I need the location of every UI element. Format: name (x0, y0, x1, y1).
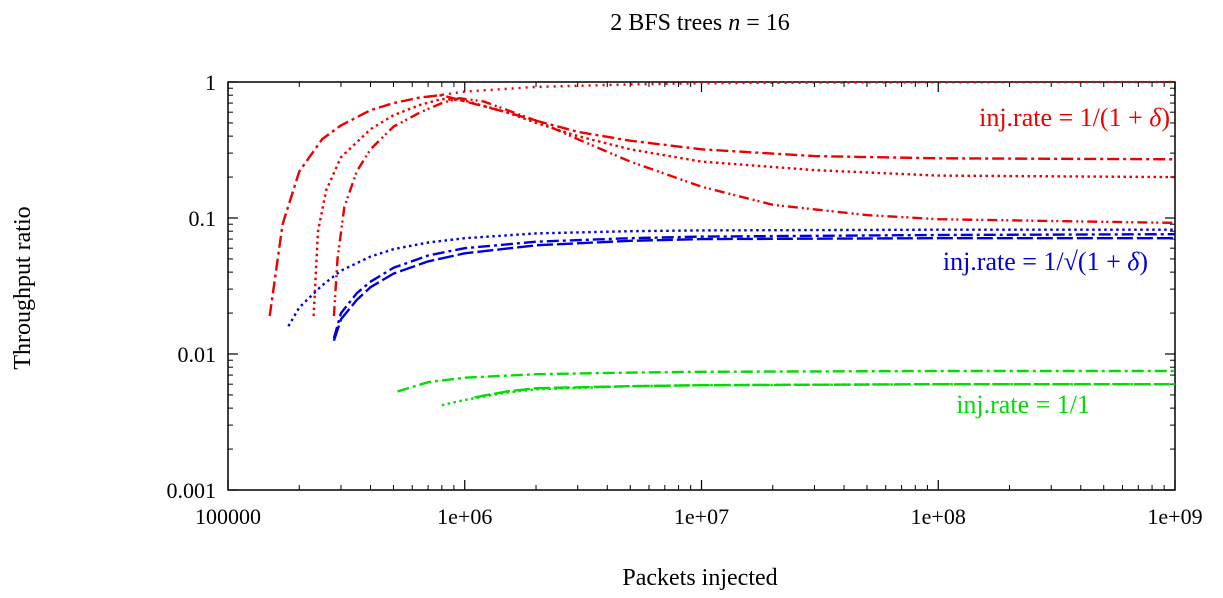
axis-ticks: 100000 1e+06 1e+07 1e+08 1e+09 0.001 0.01 0.1 1 (167, 70, 1203, 529)
series-line-blue-4 (287, 228, 1175, 327)
y-tick-label: 0.01 (178, 342, 217, 367)
chart-title: 2 BFS trees n = 16 (610, 10, 790, 36)
series-line-blue-5 (332, 233, 1176, 339)
series-line-red-2 (332, 97, 1176, 317)
annotations: inj.rate = 1/(1 + δ) inj.rate = 1/√(1 + δ… (943, 103, 1170, 419)
x-tick-label: 100000 (195, 504, 261, 529)
plot-area-frame (227, 81, 1176, 491)
x-axis-label: Packets injected (622, 565, 777, 591)
series-line-red-3 (427, 80, 1176, 98)
annotation-red: inj.rate = 1/(1 + δ) (979, 103, 1170, 132)
data-series (268, 80, 1176, 407)
series-line-green-8 (441, 383, 1175, 407)
series-line-blue-6 (332, 237, 1175, 342)
annotation-blue: inj.rate = 1/√(1 + δ) (943, 247, 1148, 276)
y-tick-label: 0.1 (189, 206, 217, 231)
annotation-green: inj.rate = 1/1 (956, 390, 1090, 419)
x-tick-label: 1e+08 (911, 504, 966, 529)
y-axis-label: Throughput ratio (10, 206, 36, 369)
x-tick-label: 1e+06 (437, 504, 492, 529)
series-line-red-0 (268, 94, 1176, 317)
series-line-green-9 (474, 383, 1175, 399)
x-tick-label: 1e+09 (1147, 504, 1202, 529)
y-tick-label: 1 (205, 70, 216, 95)
series-line-red-1 (312, 97, 1176, 317)
series-line-green-7 (397, 369, 1175, 393)
x-tick-label: 1e+07 (674, 504, 729, 529)
y-tick-label: 0.001 (167, 478, 217, 503)
